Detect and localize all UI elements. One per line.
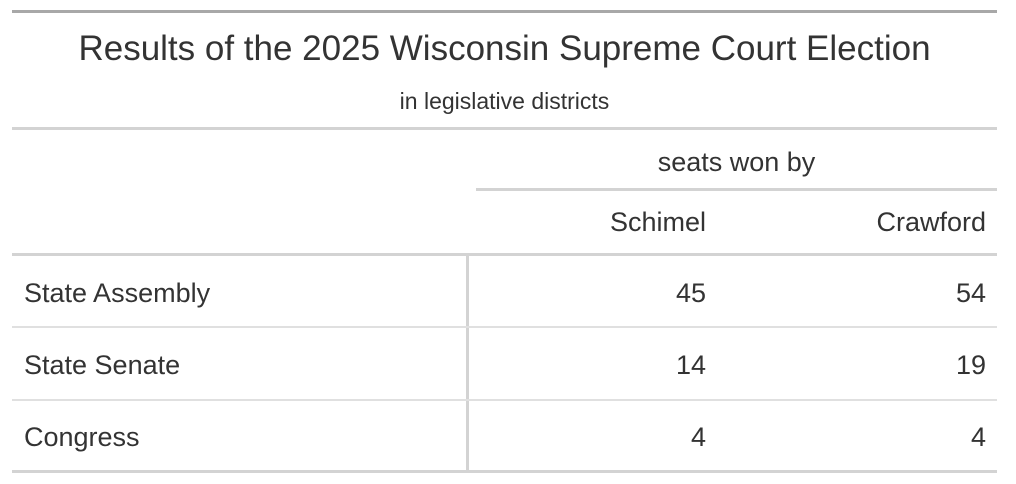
spanner-rule [476,188,997,191]
table-subtitle: in legislative districts [399,88,610,114]
cell: 14 [675,350,706,380]
row-label: State Assembly [24,278,211,308]
bottom-border [12,470,997,473]
cell: 54 [955,278,986,308]
cell: 45 [675,278,706,308]
spanner-label: seats won by [657,147,816,177]
column-label: Schimel [609,207,706,237]
column-label: Crawford [876,207,986,237]
header-rule [12,127,997,130]
cell: 19 [955,350,986,380]
cell: 4 [690,422,706,452]
row-rule [12,326,997,328]
row-label: Congress [24,422,140,452]
table-title: Results of the 2025 Wisconsin Supreme Co… [78,29,931,68]
row-label: State Senate [24,350,181,380]
stub-rule [466,253,469,472]
cell: 4 [970,422,986,452]
column-rule [12,253,997,256]
top-border [12,10,997,13]
row-rule [12,399,997,401]
